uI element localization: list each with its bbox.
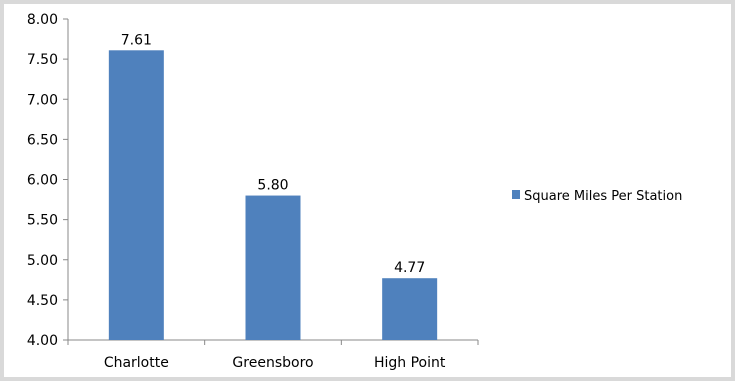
y-tick-label: 7.50 — [27, 52, 58, 68]
x-category-label: Charlotte — [104, 355, 169, 371]
bar — [382, 278, 438, 340]
legend: Square Miles Per Station — [512, 189, 682, 204]
x-category-label: Greensboro — [232, 355, 313, 371]
bar-value-label: 4.77 — [394, 260, 425, 276]
y-axis: 4.00 4.50 5.00 5.50 6.00 6.50 7.00 7.50 8.00 — [27, 12, 69, 349]
y-tick-label: 4.00 — [27, 333, 58, 349]
data-labels: 7.61 5.80 4.77 — [121, 32, 426, 276]
y-tick-label: 8.00 — [27, 12, 58, 28]
legend-label: Square Miles Per Station — [524, 189, 682, 204]
y-tick-label: 6.50 — [27, 132, 58, 148]
bar — [245, 195, 301, 340]
y-tick-label: 5.50 — [27, 213, 58, 229]
y-tick-label: 6.00 — [27, 173, 58, 189]
chart-area: 4.00 4.50 5.00 5.50 6.00 6.50 7.00 7.50 8.00 Cha… — [4, 4, 731, 377]
y-tick-label: 5.00 — [27, 253, 58, 269]
bar-chart: 4.00 4.50 5.00 5.50 6.00 6.50 7.00 7.50 8.00 Cha… — [27, 12, 682, 371]
y-tick-label: 7.00 — [27, 92, 58, 108]
legend-swatch — [512, 190, 520, 199]
bar — [108, 50, 164, 341]
y-tick-label: 4.50 — [27, 293, 58, 309]
x-category-label: High Point — [374, 355, 446, 371]
bar-series — [108, 50, 438, 341]
bar-value-label: 5.80 — [257, 178, 288, 194]
bar-value-label: 7.61 — [121, 32, 152, 48]
x-axis: Charlotte Greensboro High Point — [67, 339, 479, 371]
